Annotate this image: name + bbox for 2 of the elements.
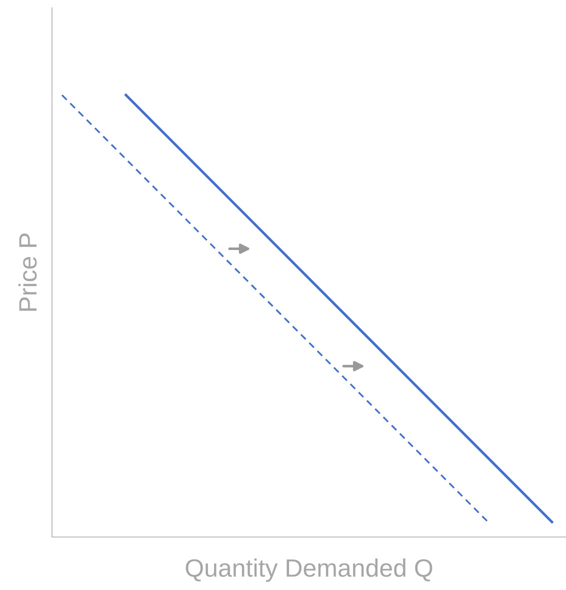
y-axis-title: Price P — [18, 234, 37, 311]
x-axis-title: Quantity Demanded Q — [186, 558, 432, 582]
